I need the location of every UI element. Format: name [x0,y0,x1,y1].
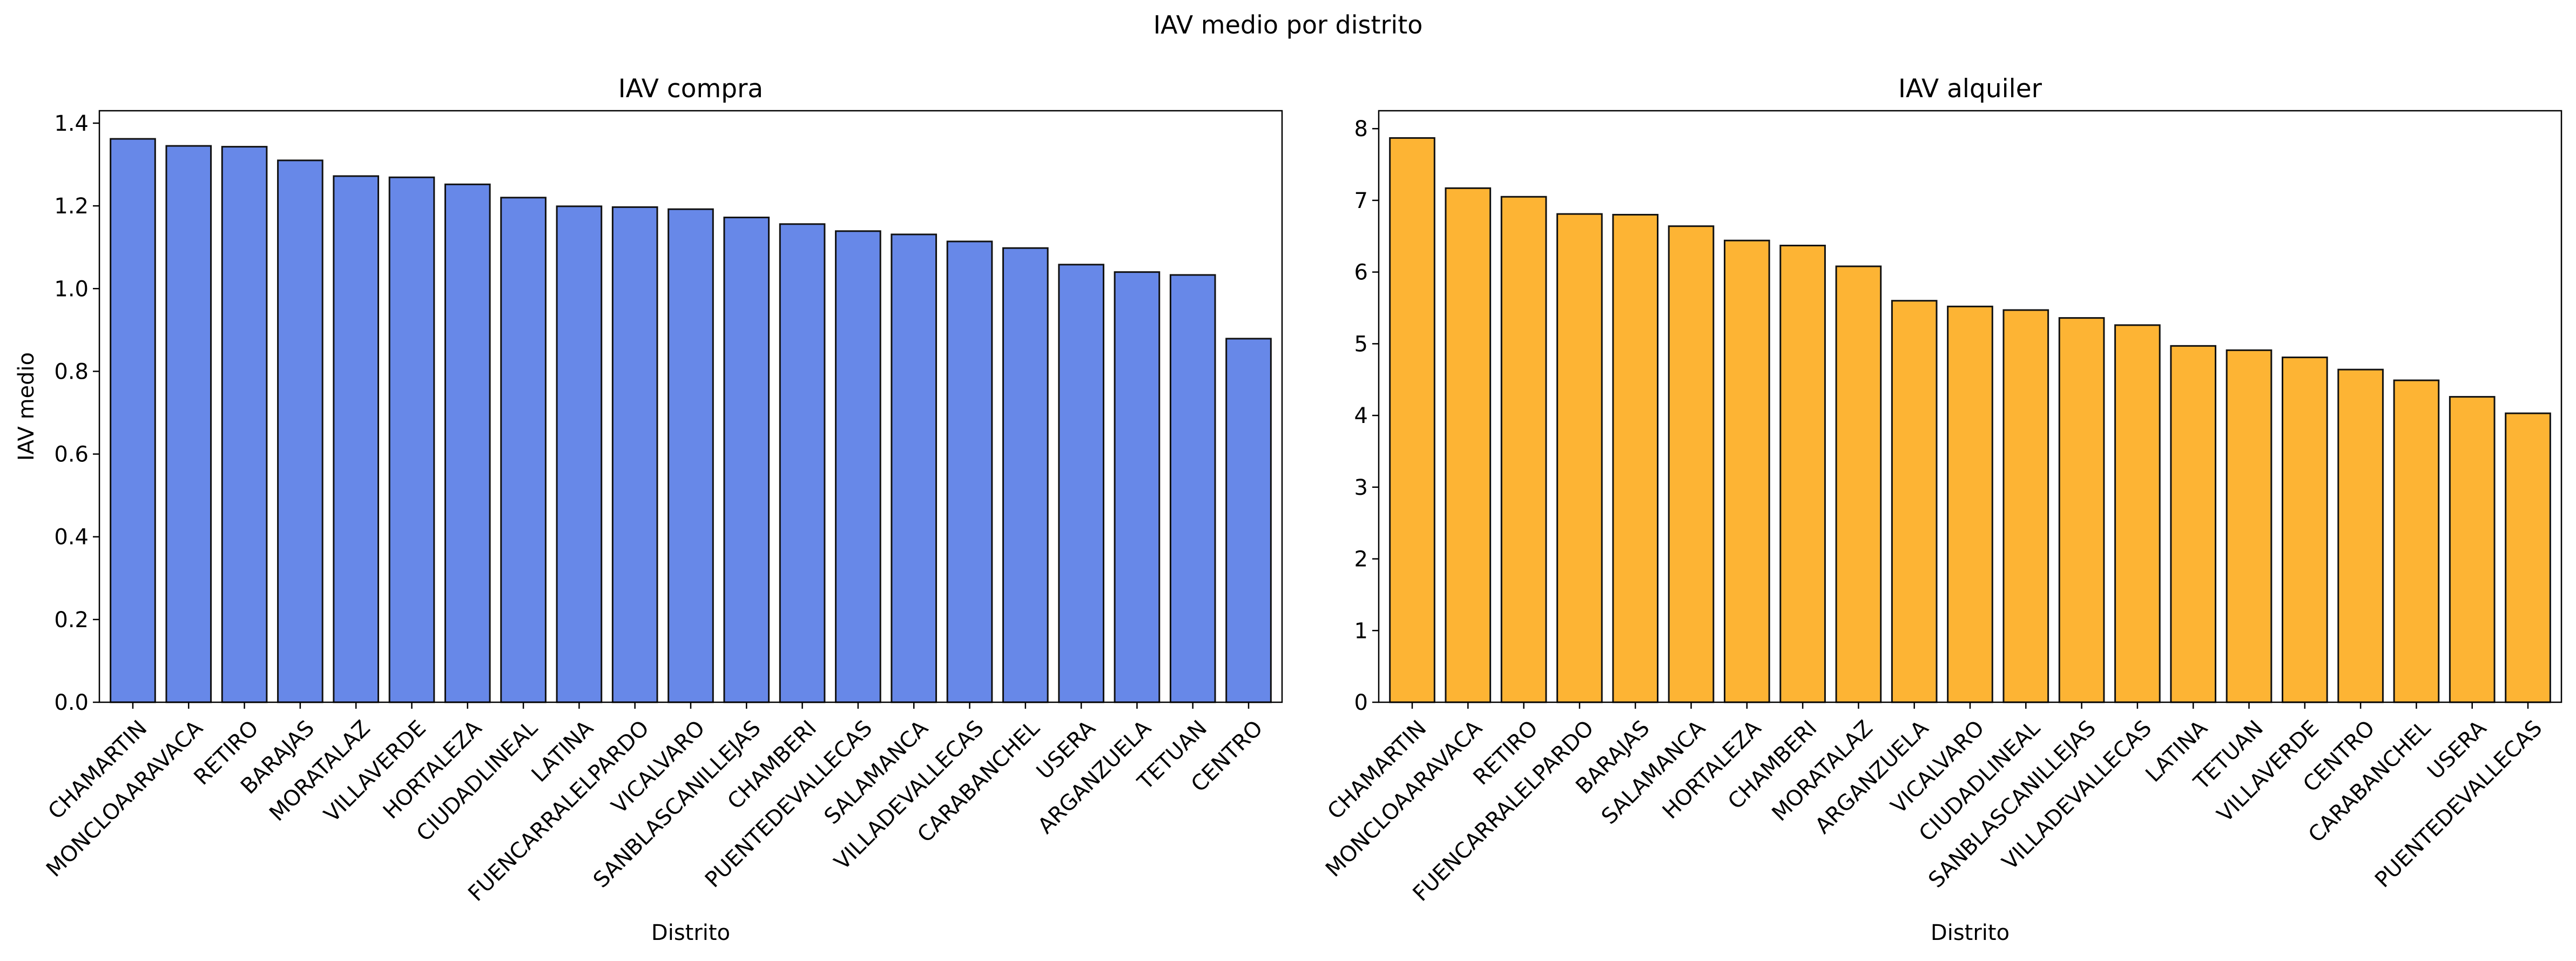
y-tick-label: 1.2 [54,194,89,219]
bar-puentedevallecas [2505,412,2551,703]
bar-barajas [1612,213,1659,703]
y-tick-label: 5 [1354,332,1368,357]
bar-chamartin [1389,137,1435,703]
y-tick-label: 1.0 [54,277,89,301]
bar-arganzuela [1891,300,1938,703]
chart-title: IAV alquiler [1898,74,2042,104]
bar-chamberi [1779,245,1826,703]
bar-vicalvaro [1947,305,1993,703]
bar-latina [556,205,603,703]
y-tick-label: 0.8 [54,359,89,384]
y-tick-label: 1 [1354,619,1368,643]
y-tick-label: 0.4 [54,525,89,550]
bar-fuencarralelpardo [1556,213,1603,703]
bar-salamanca [1668,225,1715,703]
bar-puentedevallecas [835,230,881,703]
bar-salamanca [891,233,938,703]
bar-retiro [221,146,268,703]
y-tick-label: 1.4 [54,111,89,136]
bar-centro [1225,338,1272,703]
chart-title: IAV compra [618,74,763,104]
y-tick-label: 4 [1354,404,1368,428]
y-tick-label: 0.6 [54,442,89,467]
bar-hortaleza [444,183,491,703]
y-axis-label: IAV medio [14,352,39,461]
bar-vicalvaro [667,208,714,703]
bar-moratalaz [333,175,380,703]
bar-retiro [1500,196,1547,703]
bar-villadevallecas [2114,324,2161,703]
bar-moratalaz [1835,265,1882,703]
y-tick-label: 0 [1354,690,1368,715]
y-tick-label: 6 [1354,260,1368,285]
bar-carabanchel [1002,247,1049,703]
bar-sanblascanillejas [723,217,770,703]
bar-latina [2170,345,2217,703]
bar-moncloaaravaca [1445,187,1492,703]
bar-hortaleza [1723,239,1770,703]
bar-chamartin [110,138,156,703]
bar-villaverde [388,176,435,703]
y-tick-label: 0.0 [54,690,89,715]
x-axis-label: Distrito [1931,920,2009,945]
bar-usera [2449,396,2496,703]
bar-usera [1058,264,1104,703]
bar-tetuan [2226,349,2272,703]
bar-ciudadlineal [500,197,547,703]
bar-carabanchel [2393,379,2440,703]
y-tick-label: 2 [1354,547,1368,572]
bar-tetuan [1169,274,1216,703]
x-axis-label: Distrito [651,920,730,945]
bar-barajas [277,159,323,703]
y-tick-label: 0.2 [54,608,89,633]
bar-sanblascanillejas [2058,317,2105,703]
bar-arganzuela [1114,271,1161,703]
bar-fuencarralelpardo [611,206,658,703]
bar-villaverde [2281,357,2328,703]
y-tick-label: 8 [1354,117,1368,142]
bar-ciudadlineal [2002,309,2049,703]
bar-centro [2337,368,2384,703]
y-tick-label: 3 [1354,475,1368,500]
y-tick-label: 7 [1354,189,1368,213]
bar-villadevallecas [946,240,993,703]
bar-chamberi [779,223,826,703]
figure-suptitle: IAV medio por distrito [1154,10,1423,39]
bar-moncloaaravaca [165,145,212,703]
